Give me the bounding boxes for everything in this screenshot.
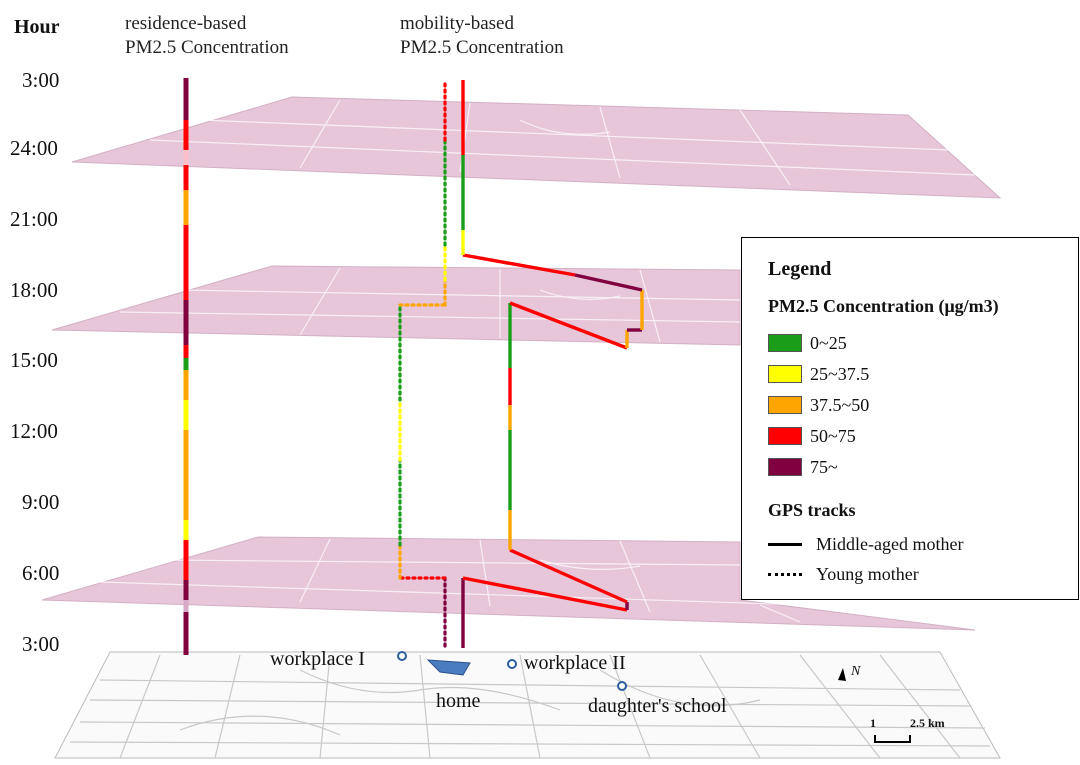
residence-bar-segment <box>183 470 189 500</box>
workplace-1-marker <box>397 651 407 661</box>
residence-bar-segment <box>183 500 189 520</box>
hour-axis-title: Hour <box>14 16 60 38</box>
residence-bar-segment <box>183 430 189 470</box>
tick-label: 3:00 <box>22 632 60 656</box>
time-plane-top <box>71 96 1002 199</box>
home-marker <box>426 659 471 676</box>
residence-header-line1: residence-based <box>125 13 247 34</box>
legend-class-row: 37.5~50 <box>768 393 869 417</box>
tick-label: 9:00 <box>22 490 60 514</box>
workplace-2-marker <box>507 659 517 669</box>
plane-layer-3 <box>71 96 1002 199</box>
north-arrow-icon <box>838 668 846 681</box>
workplace-1-label: workplace I <box>270 648 365 670</box>
legend-dotted-line <box>768 572 802 576</box>
plane-layer-1 <box>41 536 976 631</box>
residence-bar-segment <box>183 150 189 165</box>
residence-header-line2: PM2.5 Concentration <box>125 37 289 58</box>
residence-bar-segment <box>183 78 189 120</box>
mid-segment-to-work <box>509 548 628 604</box>
legend-young-label: Young mother <box>816 563 919 584</box>
legend-class-row: 0~25 <box>768 331 847 355</box>
tick-label: 18:00 <box>10 278 58 302</box>
tick-label: 6:00 <box>22 561 60 585</box>
residence-bar-segment <box>183 400 189 430</box>
legend-class-row: 25~37.5 <box>768 362 869 386</box>
north-label: N <box>851 664 861 679</box>
residence-bar-segment <box>183 190 189 225</box>
legend-swatch-purple <box>768 458 802 476</box>
mid-segment-to-school <box>462 576 628 612</box>
legend-swatch-yellow <box>768 365 802 383</box>
residence-bar-segment <box>183 345 189 358</box>
legend-middle-aged-label: Middle-aged mother <box>816 533 964 554</box>
residence-bar-segment <box>183 358 189 370</box>
legend-pm-title: PM2.5 Concentration (μg/m3) <box>768 296 999 316</box>
residence-based-bar <box>183 78 189 655</box>
residence-bar-segment <box>183 120 189 150</box>
residence-bar-segment <box>183 165 189 190</box>
legend-class-row: 75~ <box>768 455 838 479</box>
residence-bar-segment <box>183 600 189 612</box>
residence-bar-segment <box>183 300 189 345</box>
young-mother-track <box>398 78 447 650</box>
residence-bar-segment <box>183 540 189 580</box>
residence-bar-segment <box>183 370 189 400</box>
base-map-roads <box>69 654 991 759</box>
mobility-header: mobility-based PM2.5 Concentration <box>400 12 564 60</box>
residence-bar-segment <box>183 520 189 540</box>
scale-label-end: 2.5 km <box>910 716 945 730</box>
legend-box: Legend PM2.5 Concentration (μg/m3) 0~25 … <box>741 237 1079 600</box>
tick-label: 3:00 <box>22 68 60 92</box>
time-plane-middle <box>51 265 741 346</box>
legend-class-row: 50~75 <box>768 424 856 448</box>
residence-bar-segment <box>183 612 189 655</box>
legend-class-label: 0~25 <box>810 332 847 353</box>
school-marker <box>617 681 627 691</box>
base-map-plane <box>54 651 1001 759</box>
legend-class-label: 75~ <box>810 456 838 477</box>
legend-swatch-green <box>768 334 802 352</box>
legend-track-row: Middle-aged mother <box>768 532 963 556</box>
legend-gps-title: GPS tracks <box>768 500 856 520</box>
time-plane-bottom <box>41 536 976 631</box>
tick-label: 12:00 <box>10 419 58 443</box>
tick-label: 15:00 <box>10 348 58 372</box>
scale-label-start: 1 <box>870 716 876 730</box>
scale-bar <box>874 735 911 743</box>
legend-track-row: Young mother <box>768 562 919 586</box>
mobility-header-line1: mobility-based <box>400 13 514 34</box>
school-label: daughter's school <box>588 695 727 717</box>
mid-segment-to-school-2 <box>509 301 628 350</box>
mobility-header-line2: PM2.5 Concentration <box>400 37 564 58</box>
tick-label: 21:00 <box>10 207 58 231</box>
legend-class-label: 50~75 <box>810 425 856 446</box>
legend-swatch-red <box>768 427 802 445</box>
home-label: home <box>436 690 481 712</box>
middle-aged-mother-track <box>461 80 644 648</box>
plane-layer-2 <box>51 265 741 346</box>
workplace-2-label: workplace II <box>524 652 626 674</box>
residence-header: residence-based PM2.5 Concentration <box>125 12 289 60</box>
legend-class-label: 37.5~50 <box>810 394 870 415</box>
residence-bar-segment <box>183 580 189 600</box>
legend-solid-line <box>768 542 802 546</box>
base-map <box>54 651 1001 759</box>
legend-class-label: 25~37.5 <box>810 363 870 384</box>
legend-title: Legend <box>768 258 832 280</box>
residence-bar-segment <box>183 225 189 300</box>
legend-swatch-orange <box>768 396 802 414</box>
tick-label: 24:00 <box>10 136 58 160</box>
mid-segment-return-a <box>574 273 643 292</box>
mid-segment-return-b <box>462 253 576 277</box>
